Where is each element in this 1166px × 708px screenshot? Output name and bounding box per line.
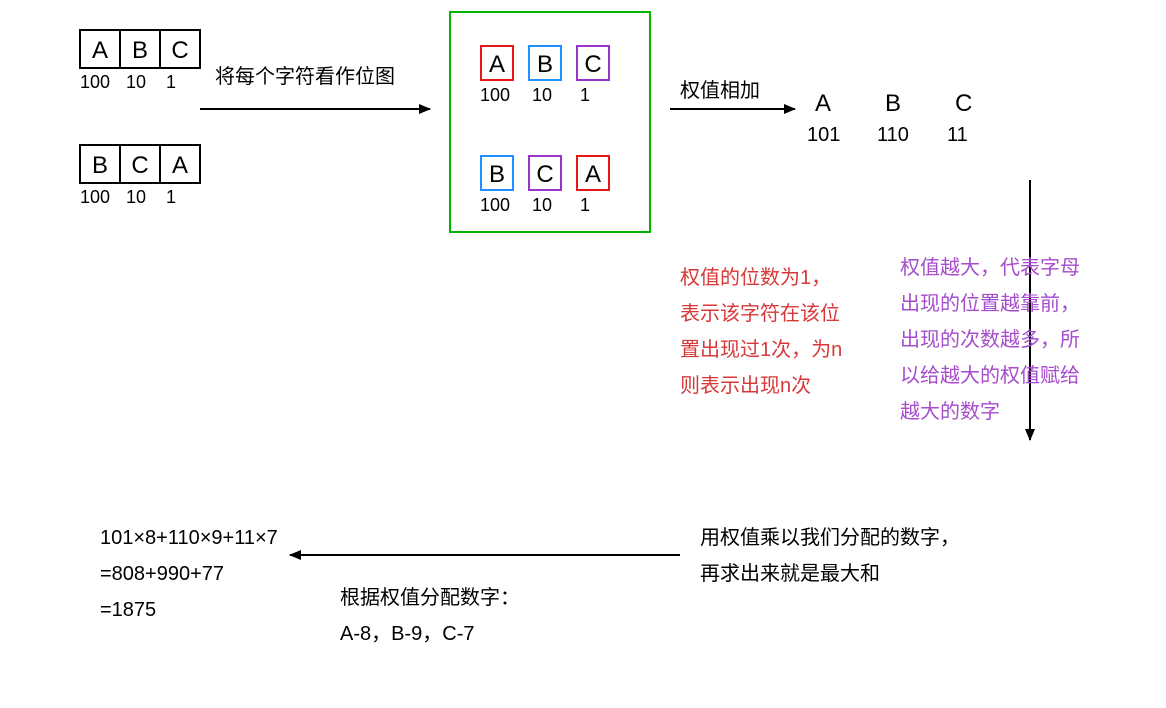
note-line: 出现的次数越多，所 [900,322,1080,358]
arrow2-label: 权值相加 [680,74,760,103]
note-line: 置出现过1次，为n [680,332,842,368]
note-line: 出现的位置越靠前， [900,286,1080,322]
red-note: 权值的位数为1，表示该字符在该位置出现过1次，为n则表示出现n次 [680,260,842,404]
weight-label: 1 [580,195,590,216]
note-line: 表示该字符在该位 [680,296,842,332]
weight-label: 100 [480,195,510,216]
note-line: 再求出来就是最大和 [700,556,960,592]
weight-label: 10 [532,195,552,216]
note-line: 则表示出现n次 [680,368,842,404]
purple-note: 权值越大，代表字母出现的位置越靠前，出现的次数越多，所以给越大的权值赋给越大的数… [900,250,1080,430]
note-line: 以给越大的权值赋给 [900,358,1080,394]
sum-letter: C [955,90,972,118]
letter-cell: C [576,45,610,81]
sum-value: 101 [807,124,840,147]
arrow4-label: 根据权值分配数字：A-8，B-9，C-7 [340,580,520,652]
weight-label: 100 [80,187,110,208]
letter-cell: A [576,155,610,191]
letter-cell: A [480,45,514,81]
weight-label: 100 [480,85,510,106]
weight-label: 1 [166,72,176,93]
letter-cell: C [528,155,562,191]
svg-text:C: C [131,152,148,179]
note-line: 权值的位数为1， [680,260,842,296]
note-line: =808+990+77 [100,556,278,592]
note-line: A-8，B-9，C-7 [340,616,520,652]
svg-text:B: B [132,37,148,64]
svg-text:A: A [172,152,188,179]
note-line: =1875 [100,592,278,628]
weight-label: 1 [580,85,590,106]
weight-label: 10 [126,72,146,93]
weight-label: 100 [80,72,110,93]
weight-label: 10 [532,85,552,106]
sum-value: 110 [877,124,909,147]
sum-letter: B [885,90,901,118]
note-line: 越大的数字 [900,394,1080,430]
sum-value: 11 [947,124,968,147]
letter-cell: B [480,155,514,191]
svg-text:C: C [171,37,188,64]
calculation-result: 101×8+110×9+11×7=808+990+77=1875 [100,520,278,628]
note-line: 根据权值分配数字： [340,580,520,616]
svg-text:A: A [92,37,108,64]
note-line: 权值越大，代表字母 [900,250,1080,286]
note-line: 用权值乘以我们分配的数字， [700,520,960,556]
arrow1-label: 将每个字符看作位图 [215,60,395,89]
bottom-right-text: 用权值乘以我们分配的数字，再求出来就是最大和 [700,520,960,592]
weight-label: 10 [126,187,146,208]
weight-label: 1 [166,187,176,208]
note-line: 101×8+110×9+11×7 [100,520,278,556]
svg-text:B: B [92,152,108,179]
sum-letter: A [815,90,831,118]
letter-cell: B [528,45,562,81]
